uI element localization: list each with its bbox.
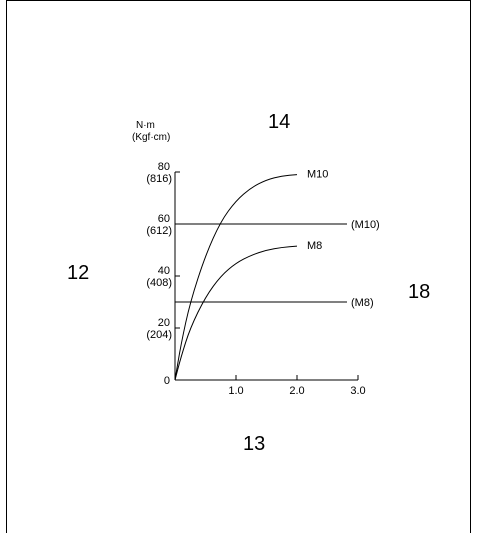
x-tick-label: 3.0	[350, 385, 365, 397]
x-tick-label: 1.0	[228, 385, 243, 397]
reference-line-label: (M8)	[351, 297, 374, 309]
reference-lines: (M10) (M8)	[175, 219, 380, 309]
callout-left: 12	[67, 262, 89, 284]
y-tick-label: 0	[164, 375, 170, 387]
y-tick-label: 60	[158, 213, 170, 225]
y-unit-label: N·m	[136, 120, 155, 131]
y-tick-sublabel: (612)	[146, 225, 172, 237]
y-unit-sub-label: (Kgf·cm)	[132, 132, 170, 143]
reference-line-label: (M10)	[351, 219, 380, 231]
series-curve	[174, 245, 298, 381]
chart-axes	[174, 172, 358, 381]
diagram-frame	[6, 0, 471, 533]
y-tick-sublabel: (204)	[146, 329, 172, 341]
series-label: M8	[307, 240, 322, 252]
y-tick-sublabel: (408)	[146, 277, 172, 289]
callout-bottom: 13	[243, 433, 265, 455]
y-tick-label: 40	[158, 265, 170, 277]
y-tick-sublabel: (816)	[146, 173, 172, 185]
y-tick-label: 80	[158, 161, 170, 173]
series-label: M10	[307, 169, 328, 181]
callout-right: 18	[408, 281, 430, 303]
torque-curves: M10 M8	[174, 169, 328, 381]
y-tick-label: 20	[158, 317, 170, 329]
x-tick-label: 2.0	[289, 385, 304, 397]
chart-ticks: 0 20(204) 40(408) 60(612) 80(816) 1.0 2.0 3.0	[146, 161, 365, 397]
callout-top: 14	[268, 111, 290, 133]
series-curve	[174, 174, 298, 381]
